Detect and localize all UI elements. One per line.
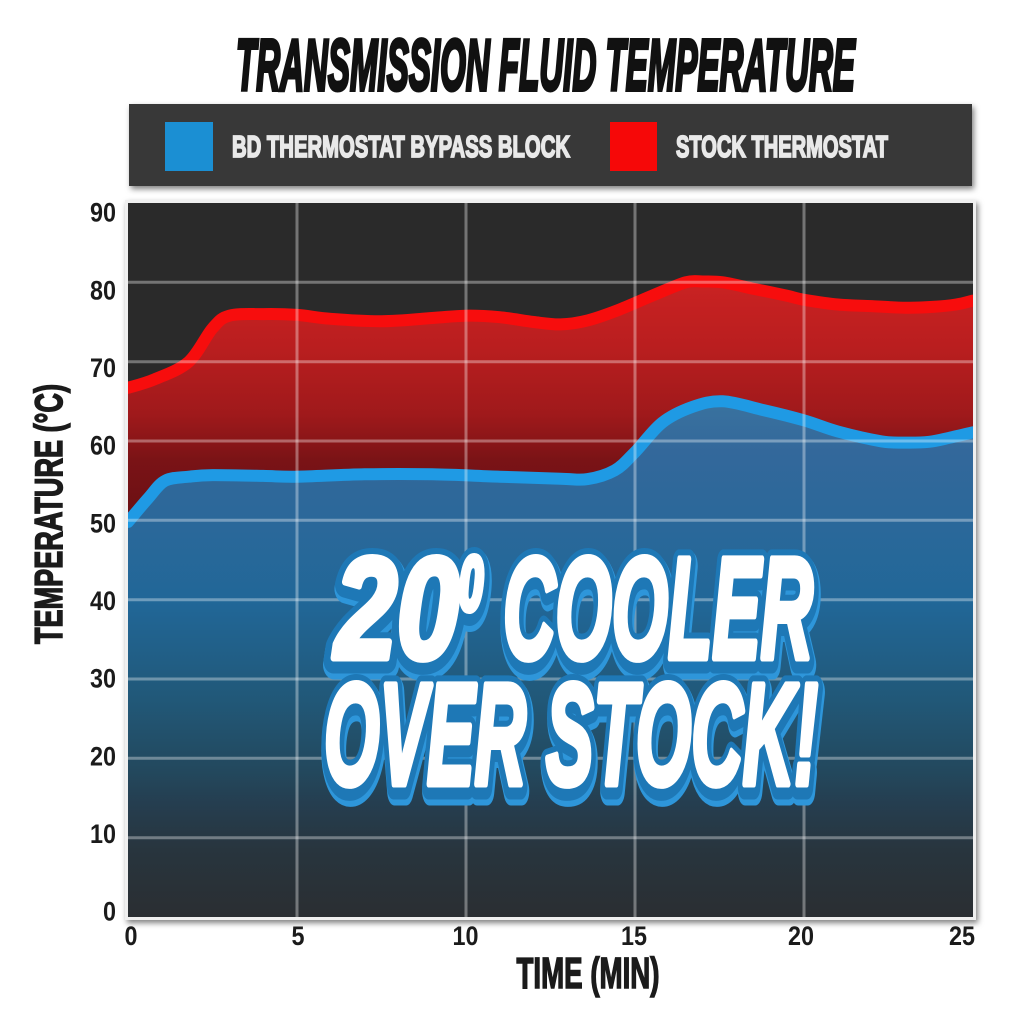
svg-text:OVER STOCK!: OVER STOCK! [325, 661, 819, 822]
svg-text:TIME (MIN): TIME (MIN) [517, 949, 660, 998]
svg-text:OVER STOCK!: OVER STOCK! [324, 654, 818, 815]
svg-text:10: 10 [453, 921, 479, 951]
svg-text:40: 40 [90, 586, 116, 616]
svg-text:TEMPERATURE (°C): TEMPERATURE (°C) [28, 384, 71, 644]
svg-text:BD THERMOSTAT BYPASS BLOCK: BD THERMOSTAT BYPASS BLOCK [232, 130, 570, 164]
svg-text:30: 30 [90, 664, 116, 694]
svg-text:OVER STOCK!: OVER STOCK! [324, 657, 818, 818]
svg-text:20: 20 [788, 921, 814, 951]
svg-text:25: 25 [949, 921, 975, 951]
svg-text:90: 90 [90, 198, 116, 228]
svg-text:TRANSMISSION FLUID TEMPERATURE: TRANSMISSION FLUID TEMPERATURE [236, 26, 856, 106]
svg-text:200 COOLER: 200 COOLER [333, 531, 813, 692]
svg-text:200 COOLER: 200 COOLER [333, 528, 813, 689]
svg-text:0: 0 [125, 921, 138, 951]
svg-text:10: 10 [90, 819, 116, 849]
svg-text:5: 5 [292, 921, 305, 951]
svg-text:0: 0 [103, 897, 116, 927]
svg-text:80: 80 [90, 275, 116, 305]
svg-text:15: 15 [621, 921, 647, 951]
svg-text:STOCK THERMOSTAT: STOCK THERMOSTAT [676, 130, 888, 164]
svg-text:70: 70 [90, 353, 116, 383]
svg-text:60: 60 [90, 431, 116, 461]
svg-text:200 COOLER: 200 COOLER [334, 535, 814, 696]
svg-text:20: 20 [90, 741, 116, 771]
svg-text:50: 50 [90, 508, 116, 538]
